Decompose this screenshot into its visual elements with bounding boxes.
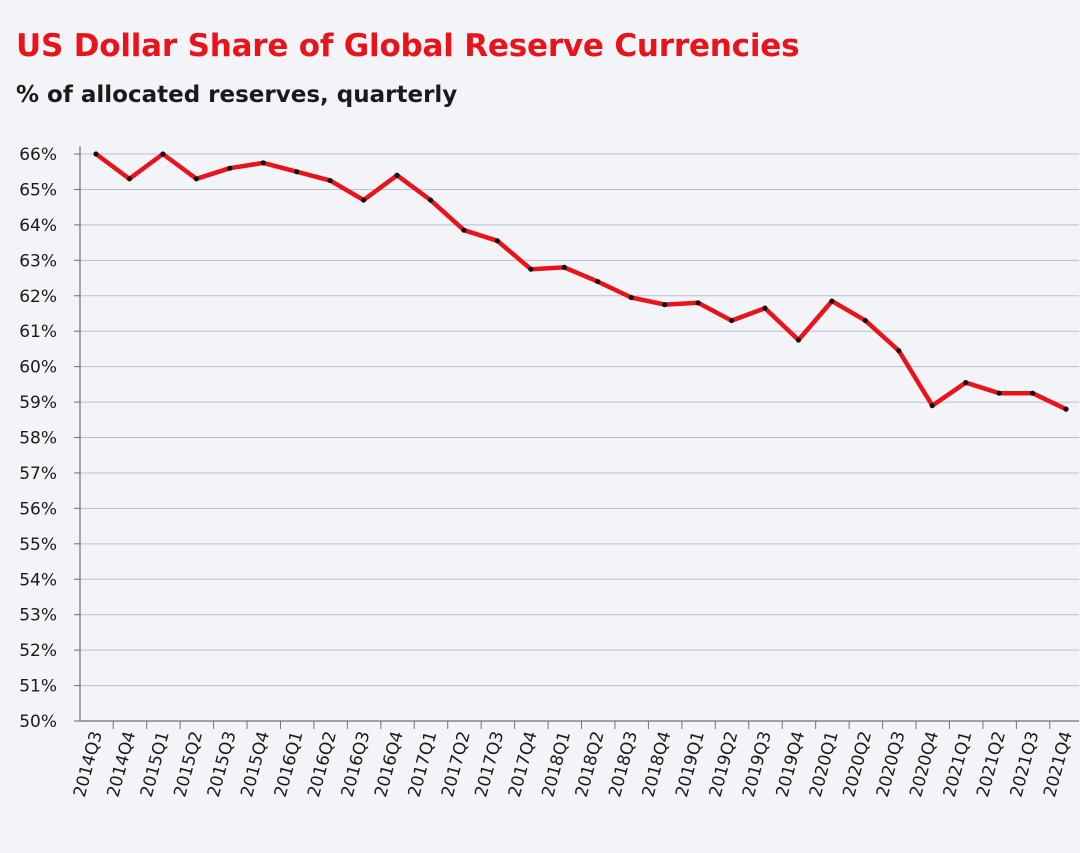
x-tick-label: 2018Q1 xyxy=(538,729,575,799)
data-point xyxy=(929,403,935,409)
x-tick-label: 2017Q2 xyxy=(438,729,475,799)
y-tick-label: 51% xyxy=(19,677,57,697)
x-tick-label: 2018Q3 xyxy=(605,729,642,799)
x-tick-label: 2021Q3 xyxy=(1007,729,1044,799)
y-tick-label: 54% xyxy=(19,570,57,590)
data-point xyxy=(1063,406,1069,412)
data-point xyxy=(595,278,601,285)
data-point xyxy=(93,151,99,157)
data-point xyxy=(662,302,668,308)
x-tick-label: 2016Q3 xyxy=(338,729,375,799)
data-point xyxy=(728,317,735,324)
data-point xyxy=(896,348,902,354)
chart-subtitle: % of allocated reserves, quarterly xyxy=(16,82,458,108)
x-tick-labels: 2014Q32014Q42015Q12015Q22015Q32015Q42016… xyxy=(70,729,1077,799)
x-tick-label: 2018Q4 xyxy=(639,729,676,799)
data-point xyxy=(762,305,768,311)
y-tick-label: 50% xyxy=(19,712,57,732)
x-tick-label: 2015Q1 xyxy=(137,729,174,799)
x-tick-label: 2020Q3 xyxy=(873,729,910,799)
data-point xyxy=(427,197,434,203)
data-point xyxy=(628,294,634,301)
y-tick-label: 55% xyxy=(19,535,57,555)
x-tick-label: 2020Q4 xyxy=(906,729,943,799)
y-tick-label: 65% xyxy=(19,180,57,200)
y-tick-label: 57% xyxy=(19,464,57,484)
y-tick-label: 59% xyxy=(19,393,57,413)
x-tick-label: 2019Q3 xyxy=(739,729,776,799)
x-tick-label: 2014Q3 xyxy=(70,729,107,799)
x-tick-label: 2015Q4 xyxy=(237,729,274,799)
x-tick-label: 2017Q4 xyxy=(505,729,542,799)
grid-layer xyxy=(80,153,1079,687)
data-point xyxy=(193,176,199,182)
y-tick-label: 56% xyxy=(19,499,57,519)
data-point xyxy=(695,300,701,306)
x-tick-label: 2019Q1 xyxy=(672,729,709,799)
x-tick-label: 2021Q4 xyxy=(1040,729,1077,799)
data-point xyxy=(561,264,567,270)
data-point xyxy=(126,176,133,182)
data-point xyxy=(160,151,166,157)
x-tick-label: 2014Q4 xyxy=(103,729,140,799)
x-tick-label: 2016Q2 xyxy=(304,729,341,799)
data-point xyxy=(294,169,300,175)
x-tick-label: 2020Q2 xyxy=(839,729,876,799)
y-tick-labels: 50% 51% 52% 53% 54% 55% 56% 57% 58% 59% 60% 61% 62% 6… xyxy=(19,145,57,732)
x-tick-label: 2015Q3 xyxy=(204,729,241,799)
x-tick-label: 2016Q4 xyxy=(371,729,408,799)
y-tick-label: 63% xyxy=(19,251,57,271)
x-tick-label: 2020Q1 xyxy=(806,729,843,799)
series-layer xyxy=(93,151,1069,412)
data-point xyxy=(996,390,1002,396)
y-tick-label: 62% xyxy=(19,287,57,307)
y-tick-label: 64% xyxy=(19,216,57,236)
x-tick-label: 2021Q2 xyxy=(973,729,1010,799)
data-point xyxy=(528,266,534,272)
x-tick-label: 2017Q1 xyxy=(405,729,442,799)
y-tick-label: 52% xyxy=(19,641,57,661)
marker-layer xyxy=(93,151,1069,412)
data-point xyxy=(1030,390,1036,396)
data-point xyxy=(361,197,367,203)
y-tick-label: 53% xyxy=(19,606,57,626)
x-tick-label: 2017Q3 xyxy=(471,729,508,799)
y-tick-label: 66% xyxy=(19,145,57,165)
x-tick-label: 2019Q4 xyxy=(772,729,809,799)
data-point xyxy=(795,337,802,343)
y-tick-label: 61% xyxy=(19,322,57,342)
data-point xyxy=(327,177,333,184)
data-point xyxy=(862,317,868,324)
x-tick-label: 2016Q1 xyxy=(271,729,308,799)
y-tick-label: 60% xyxy=(19,358,57,378)
chart-title: US Dollar Share of Global Reserve Curren… xyxy=(16,28,800,64)
data-point xyxy=(394,172,400,178)
axis-layer xyxy=(74,146,1079,729)
data-point xyxy=(829,298,835,304)
data-point xyxy=(260,160,266,166)
x-tick-label: 2019Q2 xyxy=(706,729,743,799)
x-tick-label: 2021Q1 xyxy=(940,729,977,799)
data-point xyxy=(227,165,233,171)
series-line xyxy=(93,151,1069,412)
data-point xyxy=(461,227,467,233)
y-tick-label: 58% xyxy=(19,429,57,449)
data-point xyxy=(494,238,500,244)
data-point xyxy=(963,379,969,386)
x-tick-label: 2018Q2 xyxy=(572,729,609,799)
x-tick-label: 2015Q2 xyxy=(170,729,207,799)
